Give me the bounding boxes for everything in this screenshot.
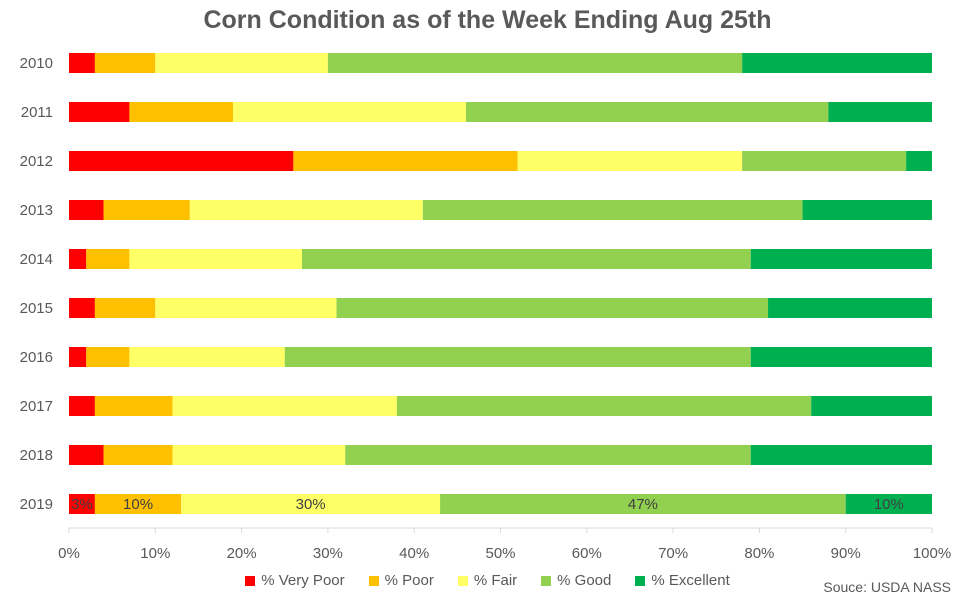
bar-2014-series-4 (750, 249, 932, 269)
legend-swatch (541, 575, 552, 586)
bar-2010-series-3 (327, 53, 743, 73)
legend-item: % Poor (368, 572, 434, 589)
x-tick-label: 70% (658, 545, 688, 562)
bar-2017-series-4 (811, 396, 932, 416)
data-label: 3% (71, 496, 93, 513)
data-label: 10% (123, 496, 153, 513)
bar-2017-series-2 (172, 396, 397, 416)
bar-2010-series-2 (155, 53, 328, 73)
legend-item: % Good (541, 572, 611, 589)
bar-2014-series-1 (86, 249, 130, 269)
bar-2011-series-0 (69, 102, 130, 122)
legend-label: % Excellent (651, 572, 730, 589)
legend-label: % Fair (473, 572, 518, 589)
chart-title: Corn Condition as of the Week Ending Aug… (203, 6, 772, 34)
x-tick-label: 10% (140, 545, 170, 562)
x-tick-label: 90% (831, 545, 861, 562)
bar-2012-series-1 (293, 151, 518, 171)
bar-2018-series-1 (103, 445, 173, 465)
bar-2019-series-4 (845, 494, 932, 514)
y-tick-label: 2019 (20, 496, 53, 513)
bar-2012-series-2 (517, 151, 743, 171)
y-tick-label: 2016 (20, 349, 53, 366)
x-tick-label: 50% (485, 545, 515, 562)
x-tick-label: 40% (399, 545, 429, 562)
legend-swatch (245, 575, 256, 586)
bar-2016-series-0 (69, 347, 87, 367)
bar-2015-series-1 (94, 298, 156, 318)
legend-label: % Very Poor (261, 572, 345, 589)
bar-2019-series-3 (440, 494, 846, 514)
y-tick-label: 2010 (20, 55, 53, 72)
bar-2018-series-2 (172, 445, 346, 465)
bar-2014-series-0 (69, 249, 87, 269)
y-tick-label: 2013 (20, 202, 53, 219)
y-tick-label: 2011 (21, 104, 53, 121)
bar-2013-series-1 (103, 200, 190, 220)
legend-swatch (457, 575, 468, 586)
bar-2017-series-1 (94, 396, 173, 416)
bar-2018-series-3 (345, 445, 751, 465)
legend-item: % Very Poor (245, 572, 345, 589)
bar-2012-series-4 (906, 151, 932, 171)
bar-2019-series-0 (69, 494, 95, 514)
data-label: 47% (628, 496, 658, 513)
legend-label: % Poor (384, 572, 434, 589)
x-tick-label: 100% (913, 545, 951, 562)
bar-2015-series-0 (69, 298, 95, 318)
bar-2016-series-2 (129, 347, 285, 367)
bar-2014-series-2 (129, 249, 303, 269)
legend-swatch (635, 575, 646, 586)
y-tick-label: 2018 (20, 447, 53, 464)
bar-2015-series-2 (155, 298, 337, 318)
bar-2016-series-3 (284, 347, 751, 367)
bar-2013-series-2 (189, 200, 423, 220)
bar-2013-series-0 (69, 200, 104, 220)
bar-2013-series-4 (802, 200, 932, 220)
bar-2010-series-0 (69, 53, 95, 73)
bar-2011-series-1 (129, 102, 233, 122)
bar-2012-series-3 (742, 151, 907, 171)
legend-item: % Excellent (635, 572, 730, 589)
bar-2011-series-4 (828, 102, 932, 122)
bar-2019-series-1 (94, 494, 182, 514)
x-tick-label: 80% (744, 545, 774, 562)
data-label: 30% (296, 496, 326, 513)
bar-2011-series-2 (232, 102, 466, 122)
bar-2016-series-1 (86, 347, 130, 367)
bar-2018-series-4 (750, 445, 932, 465)
y-tick-label: 2015 (20, 300, 53, 317)
bar-2013-series-3 (422, 200, 803, 220)
x-tick-label: 0% (58, 545, 80, 562)
x-tick-label: 20% (227, 545, 257, 562)
bar-2015-series-3 (336, 298, 769, 318)
bar-2017-series-0 (69, 396, 95, 416)
source-note: Souce: USDA NASS (823, 579, 951, 595)
bar-2011-series-3 (465, 102, 829, 122)
bar-2014-series-3 (302, 249, 751, 269)
legend-item: % Fair (457, 572, 518, 589)
legend-label: % Good (557, 572, 612, 589)
bar-2015-series-4 (768, 298, 932, 318)
bar-2018-series-0 (69, 445, 104, 465)
x-tick-label: 60% (572, 545, 602, 562)
bar-2016-series-4 (750, 347, 932, 367)
x-tick-label: 30% (313, 545, 343, 562)
bar-2010-series-1 (94, 53, 156, 73)
bar-2012-series-0 (69, 151, 294, 171)
legend-swatch (368, 575, 379, 586)
y-tick-label: 2017 (20, 398, 53, 415)
bar-2017-series-3 (396, 396, 812, 416)
chart-legend: % Very Poor % Poor % Fair % Good % Excellent (0, 572, 975, 589)
bar-2010-series-4 (742, 53, 932, 73)
y-tick-label: 2012 (20, 153, 53, 170)
bar-2019-series-2 (181, 494, 441, 514)
y-tick-label: 2014 (20, 251, 53, 268)
data-label: 10% (874, 496, 904, 513)
